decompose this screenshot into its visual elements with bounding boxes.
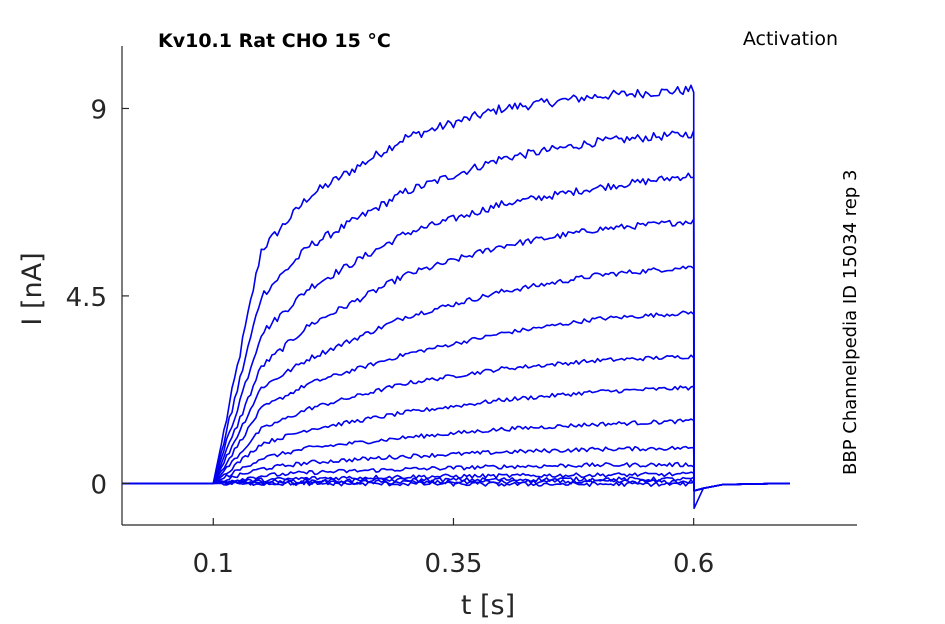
current-trace — [122, 354, 790, 492]
current-trace — [122, 84, 790, 510]
current-trace — [122, 218, 790, 492]
y-axis-label: I [nA] — [17, 252, 48, 325]
chart-title: Kv10.1 Rat CHO 15 °C — [158, 30, 391, 52]
protocol-label: Activation — [743, 28, 838, 50]
current-trace — [122, 172, 790, 492]
x-tick-label: 0.6 — [673, 549, 714, 579]
current-trace — [122, 385, 790, 492]
current-trace — [122, 310, 790, 492]
current-trace — [122, 129, 790, 492]
y-tick-label: 4.5 — [66, 283, 107, 313]
y-tick-label: 0 — [90, 470, 107, 500]
current-trace — [122, 445, 790, 492]
source-id-label: BBP Channelpedia ID 15034 rep 3 — [840, 170, 861, 475]
y-tick-label: 9 — [90, 95, 107, 125]
current-trace — [122, 418, 790, 492]
x-tick-label: 0.35 — [425, 549, 483, 579]
current-trace — [122, 471, 790, 492]
current-traces — [122, 84, 790, 510]
current-trace — [122, 476, 790, 492]
current-trace — [122, 480, 790, 492]
y-axis-ticks: 04.59 — [66, 95, 129, 500]
x-axis-ticks: 0.1 0.35 0.6 — [193, 518, 714, 579]
current-trace — [122, 461, 790, 492]
x-axis-label: t [s] — [461, 590, 515, 621]
current-trace — [122, 265, 790, 492]
x-tick-label: 0.1 — [193, 549, 234, 579]
